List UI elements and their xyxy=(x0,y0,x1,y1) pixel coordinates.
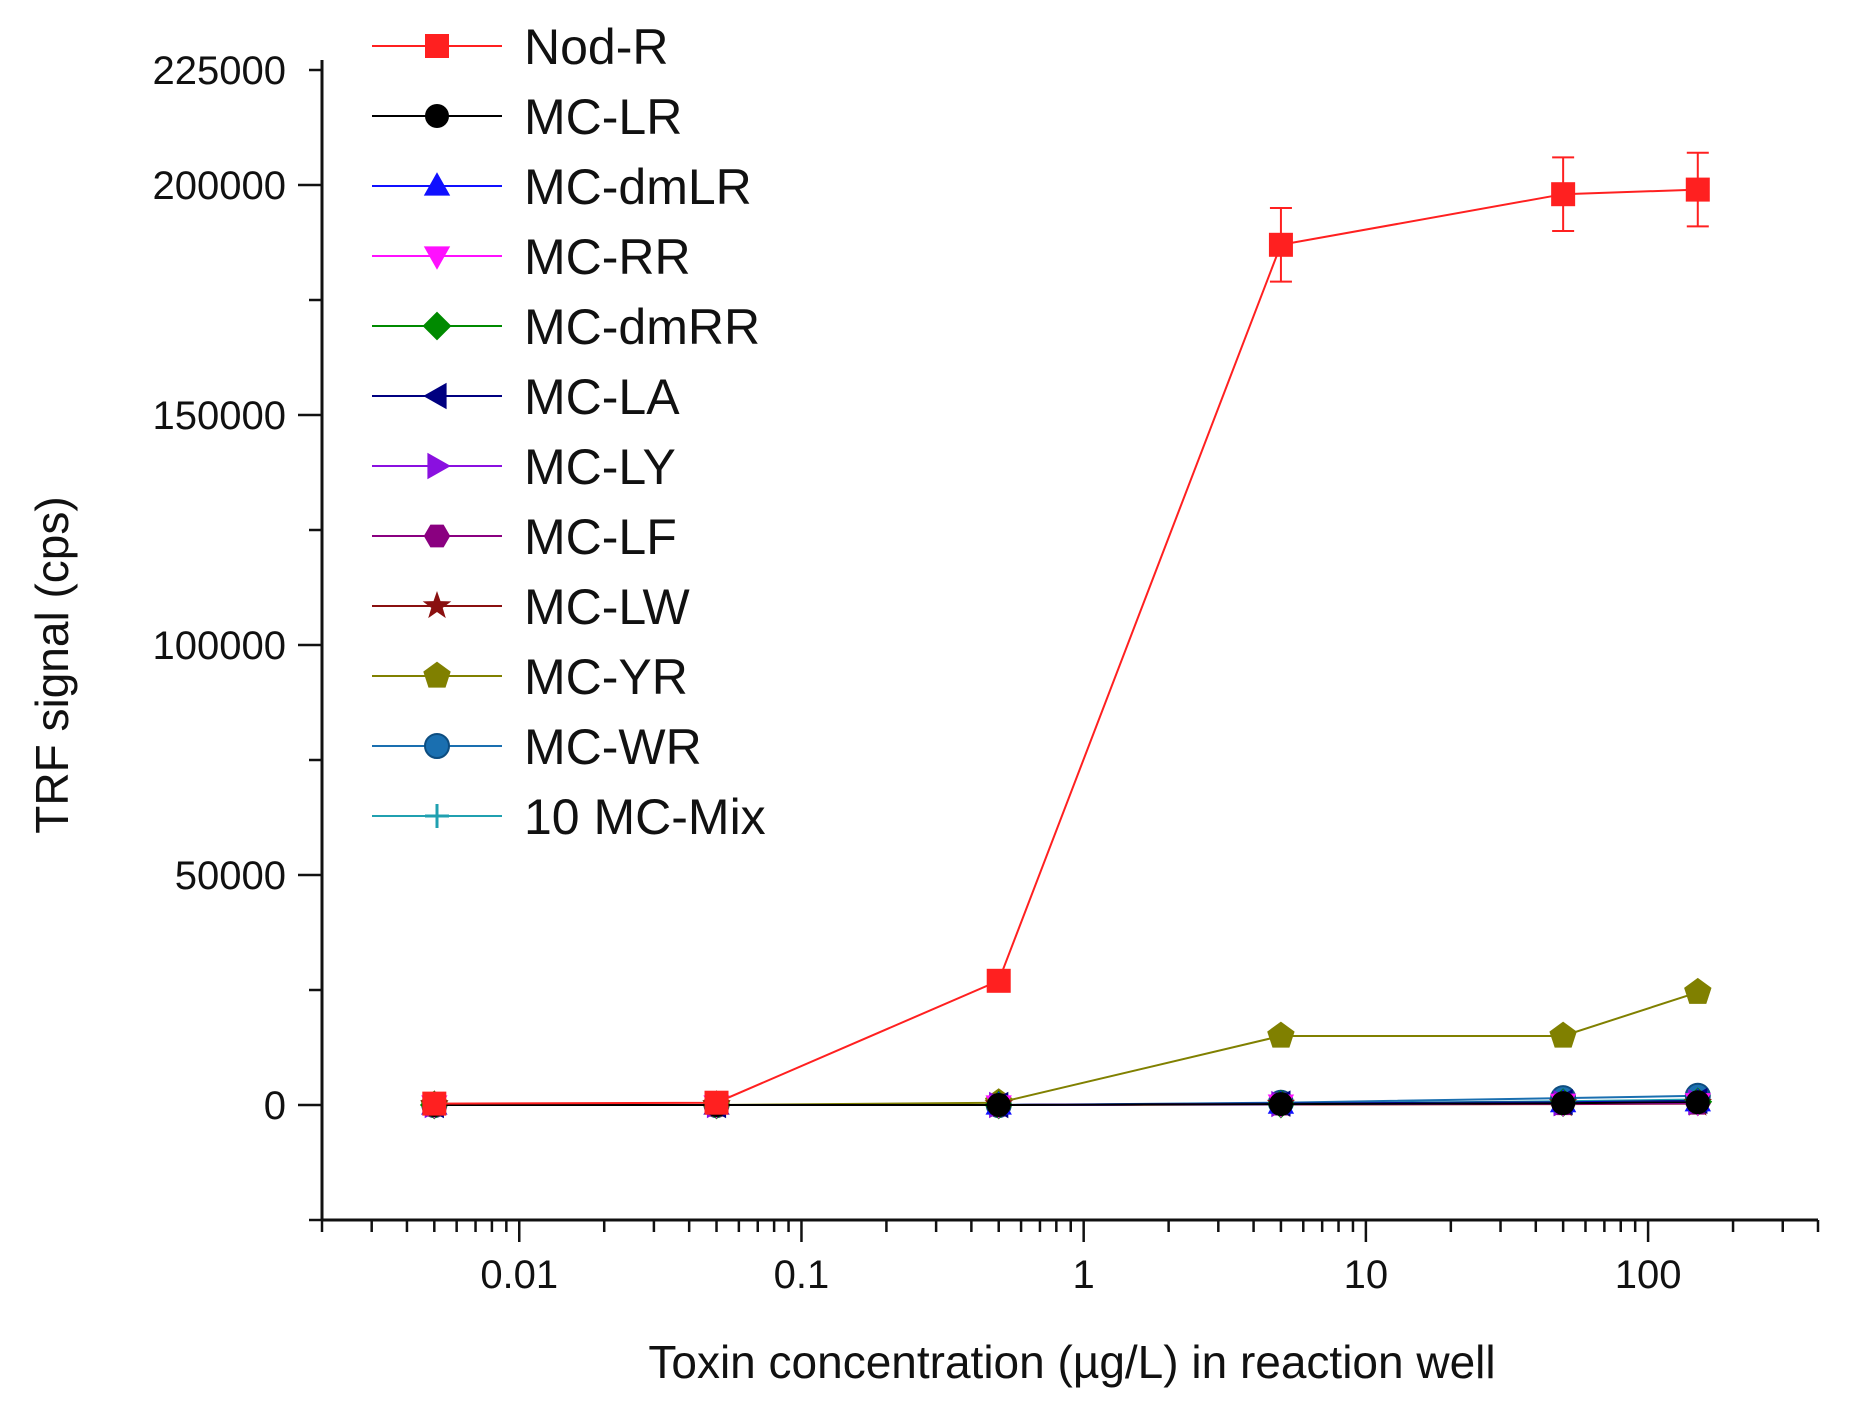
legend-marker xyxy=(425,104,449,128)
series-nod-r xyxy=(422,151,1710,1116)
y-axis-title: TRF signal (cps) xyxy=(26,496,78,833)
y-tick-label: 200000 xyxy=(153,164,286,208)
data-point xyxy=(422,1091,447,1116)
y-tick-label: 150000 xyxy=(153,394,286,438)
series-line xyxy=(434,991,1699,1106)
legend-item: MC-LW xyxy=(372,579,691,635)
y-tick-label: 0 xyxy=(264,1084,286,1128)
y-tick-label: 50000 xyxy=(175,854,286,898)
data-point xyxy=(1684,977,1712,1004)
series-line xyxy=(434,188,1698,1105)
legend-label: MC-WR xyxy=(524,719,702,775)
legend-label: MC-RR xyxy=(524,229,691,285)
data-point xyxy=(1267,1021,1295,1048)
legend-label: MC-LF xyxy=(524,509,677,565)
legend: Nod-R MC-LR MC-dmLR MC-RR MC-dmRR MC-LA MC-LY M… xyxy=(372,19,766,845)
legend-label: MC-dmRR xyxy=(524,299,760,355)
legend-marker xyxy=(423,382,447,410)
legend-item: Nod-R xyxy=(372,19,668,75)
legend-item: MC-dmRR xyxy=(372,299,760,355)
data-point xyxy=(1685,177,1710,202)
axes: 0.01 0.1 1 10 100 0 50000 100000 150000 200000 225… xyxy=(153,49,1820,1297)
plot-area xyxy=(419,151,1713,1120)
legend-item: MC-RR xyxy=(372,229,691,285)
legend-item: MC-YR xyxy=(372,649,688,705)
data-point xyxy=(1268,1092,1293,1117)
legend-item: MC-LA xyxy=(372,369,680,425)
legend-marker xyxy=(427,452,451,480)
legend-item: 10 MC-Mix xyxy=(372,789,766,845)
legend-item: MC-LR xyxy=(372,89,682,145)
legend-label: MC-YR xyxy=(524,649,688,705)
x-axis-title: Toxin concentration (µg/L) in reaction w… xyxy=(648,1336,1495,1388)
legend-marker xyxy=(425,804,449,828)
data-point xyxy=(1685,1090,1710,1115)
data-point xyxy=(1551,1091,1576,1116)
legend-item: MC-dmLR xyxy=(372,159,752,215)
data-point xyxy=(1268,232,1293,257)
data-point xyxy=(704,1090,729,1115)
y-tick-label: 100000 xyxy=(153,624,286,668)
legend-marker xyxy=(423,524,451,548)
legend-label: 10 MC-Mix xyxy=(524,789,766,845)
series-mc-wr xyxy=(421,1082,1711,1118)
y-tick-label: 225000 xyxy=(153,49,286,93)
legend-label: MC-dmLR xyxy=(524,159,752,215)
series-mc-yr xyxy=(420,977,1712,1117)
legend-marker xyxy=(425,34,449,58)
x-tick-label: 0.1 xyxy=(774,1253,830,1297)
legend-item: MC-LY xyxy=(372,439,676,495)
data-point xyxy=(1551,182,1576,207)
series-line xyxy=(434,1101,1698,1106)
legend-marker xyxy=(424,733,450,759)
legend-label: MC-LR xyxy=(524,89,682,145)
x-tick-label: 0.01 xyxy=(480,1253,558,1297)
x-tick-label: 100 xyxy=(1615,1253,1682,1297)
legend-marker xyxy=(423,661,451,688)
data-point xyxy=(1549,1021,1577,1048)
legend-marker xyxy=(422,591,452,619)
data-point xyxy=(986,1093,1011,1117)
legend-marker xyxy=(423,172,451,196)
legend-label: Nod-R xyxy=(524,19,668,75)
x-tick-label: 10 xyxy=(1344,1253,1389,1297)
x-tick-label: 1 xyxy=(1073,1253,1095,1297)
legend-marker xyxy=(422,311,452,341)
legend-marker xyxy=(423,246,451,270)
legend-item: MC-LF xyxy=(372,509,677,565)
legend-label: MC-LW xyxy=(524,579,691,635)
data-point xyxy=(986,968,1011,993)
legend-item: MC-WR xyxy=(372,719,702,775)
legend-label: MC-LY xyxy=(524,439,676,495)
legend-label: MC-LA xyxy=(524,369,680,425)
